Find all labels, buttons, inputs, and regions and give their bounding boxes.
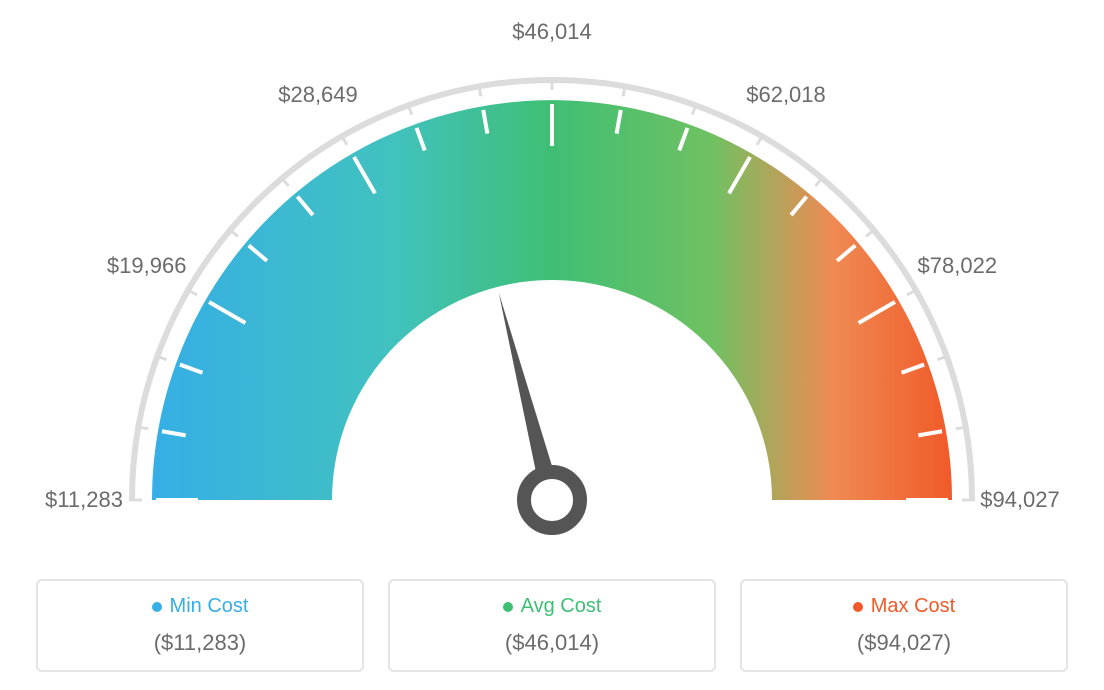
legend-value-min: ($11,283) [48, 630, 352, 656]
legend-value-avg: ($46,014) [400, 630, 704, 656]
dot-max [853, 602, 863, 612]
dot-avg [503, 602, 513, 612]
legend-title-min: Min Cost [48, 595, 352, 618]
gauge-area: $11,283 $19,966 $28,649 $46,014 $62,018 $78,0… [0, 0, 1104, 560]
legend-label-avg: Avg Cost [521, 595, 602, 617]
legend-label-max: Max Cost [871, 595, 955, 617]
legend-title-max: Max Cost [752, 595, 1056, 618]
gauge-tick-label: $62,018 [746, 82, 826, 108]
legend-title-avg: Avg Cost [400, 595, 704, 618]
gauge-tick-label: $78,022 [918, 253, 998, 279]
legend-label-min: Min Cost [170, 595, 249, 617]
cost-gauge-chart: $11,283 $19,966 $28,649 $46,014 $62,018 $78,0… [0, 0, 1104, 690]
gauge-tick-label: $46,014 [512, 19, 592, 45]
gauge-tick-label: $94,027 [980, 487, 1060, 513]
dot-min [152, 602, 162, 612]
gauge-svg [0, 0, 1104, 560]
gauge-tick-label: $28,649 [278, 82, 358, 108]
legend-card-avg: Avg Cost ($46,014) [388, 579, 716, 672]
legend-card-min: Min Cost ($11,283) [36, 579, 364, 672]
legend-row: Min Cost ($11,283) Avg Cost ($46,014) Ma… [0, 579, 1104, 672]
gauge-tick-label: $19,966 [107, 253, 187, 279]
legend-value-max: ($94,027) [752, 630, 1056, 656]
legend-card-max: Max Cost ($94,027) [740, 579, 1068, 672]
gauge-tick-label: $11,283 [45, 487, 123, 513]
